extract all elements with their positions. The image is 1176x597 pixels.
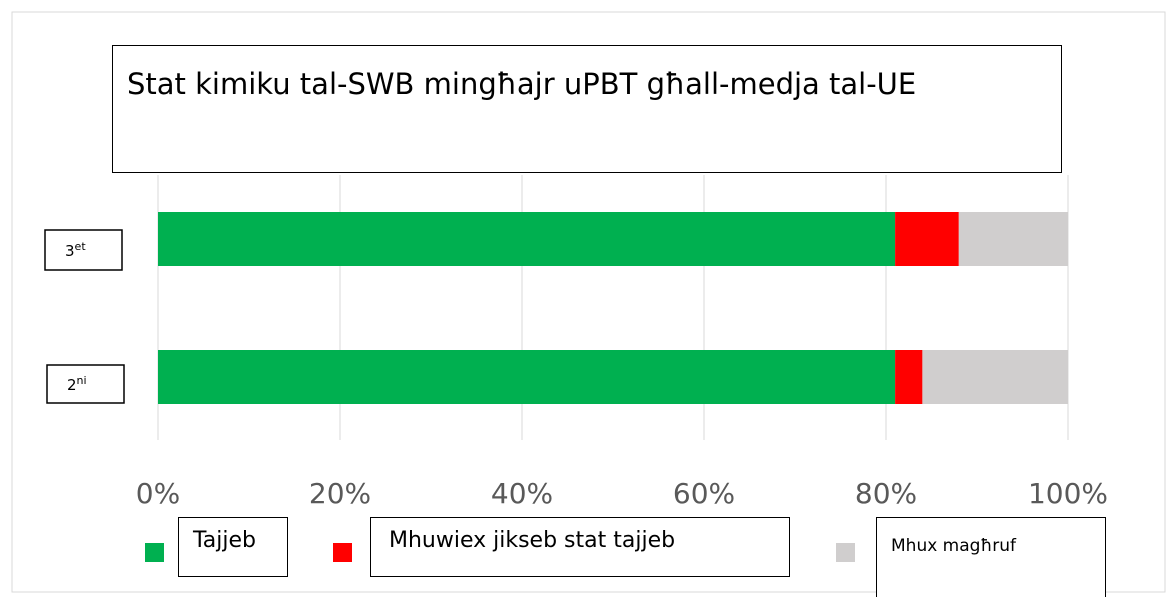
chart-border (11, 11, 1166, 593)
x-tick-label: 0% (136, 477, 180, 510)
legend-label: Mhux magħruf (876, 517, 1106, 597)
x-tick-label: 60% (673, 477, 735, 510)
legend-swatch (836, 543, 855, 562)
bar-segment (958, 212, 1068, 266)
legend-label: Mhuwiex jikseb stat tajjeb (370, 517, 790, 577)
x-tick-label: 100% (1028, 477, 1108, 510)
bar-segment (895, 212, 959, 266)
bar-segment (158, 350, 896, 404)
bar-segment (895, 350, 923, 404)
legend-swatch (145, 543, 164, 562)
bar-segment (158, 212, 896, 266)
category-box (44, 229, 123, 271)
chart-title: Stat kimiku tal-SWB mingħajr uPBT għall-… (112, 45, 1062, 173)
x-tick-label: 20% (309, 477, 371, 510)
bar-segment (922, 350, 1068, 404)
legend-label: Tajjeb (178, 517, 288, 577)
y-tick-label: 3et (65, 240, 86, 260)
x-tick-label: 40% (491, 477, 553, 510)
x-tick-label: 80% (855, 477, 917, 510)
legend-swatch (333, 543, 352, 562)
category-box (46, 364, 125, 404)
y-tick-label: 2ni (67, 374, 87, 394)
